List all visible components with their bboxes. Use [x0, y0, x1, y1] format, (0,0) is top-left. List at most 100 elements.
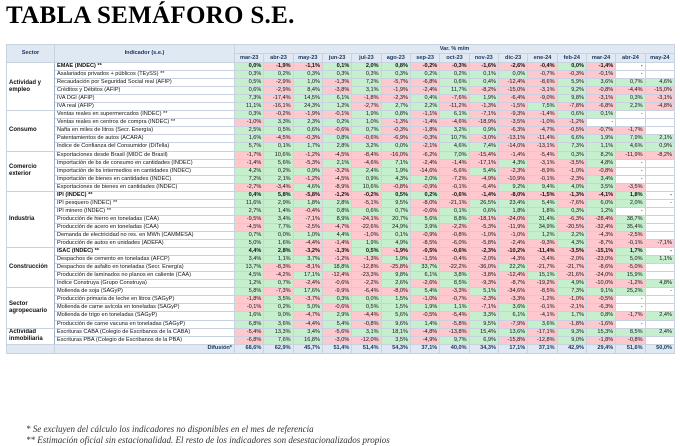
value-cell: 16,8% — [292, 335, 323, 345]
value-cell: -18,1% — [468, 214, 499, 224]
value-cell: 17,1% — [292, 271, 323, 281]
value-cell: - — [615, 158, 646, 168]
value-cell: -5,6% — [439, 166, 470, 176]
indicator-name: Exportaciones desde Brasil (MIDC de Bras… — [54, 150, 235, 160]
value-cell: -10,2% — [497, 247, 529, 257]
value-cell: 7,3% — [556, 287, 587, 297]
value-cell: -5,8% — [439, 319, 470, 329]
value-cell: 4,9% — [380, 239, 411, 249]
indicator-name: Índice Construya (Grupo Construya) — [54, 279, 235, 289]
value-cell: 26,5% — [468, 198, 499, 208]
value-cell: 3,6% — [527, 319, 558, 329]
value-cell: -8,7% — [497, 279, 529, 289]
value-cell: -2,2% — [439, 222, 470, 232]
table-row: Actividad inmobiliaria Escrituras CABA (C… — [6, 327, 676, 345]
value-cell: 10,7% — [439, 134, 470, 144]
value-cell: 1,7% — [292, 142, 323, 152]
value-cell: -8,0% — [497, 190, 529, 200]
value-cell: 25,2% — [615, 287, 646, 297]
difusion-value: 17,1% — [497, 343, 529, 354]
value-cell: -7,1% — [468, 303, 499, 313]
month-header: jul-23 — [351, 53, 382, 63]
value-cell: -4,3% — [585, 230, 617, 241]
difusion-value: 51,4% — [321, 343, 353, 354]
value-cell: 7,7% — [263, 222, 294, 232]
value-cell: 1,9% — [351, 110, 382, 120]
value-cell: 7,1% — [380, 158, 411, 168]
value-cell: -0,7% — [527, 70, 558, 80]
value-cell: -8,5% — [527, 287, 558, 297]
value-cell: -0,3% — [556, 70, 587, 80]
value-cell: -8,9% — [321, 182, 353, 192]
value-cell: -8,0% — [380, 287, 411, 297]
value-cell: 0,1% — [263, 142, 294, 152]
value-cell: 4,6% — [439, 142, 470, 152]
value-cell: 0,5% — [351, 247, 382, 257]
value-cell: -1,6% — [468, 61, 499, 72]
month-header: mar-23 — [233, 53, 265, 63]
value-cell: 9,0% — [556, 335, 587, 345]
value-cell: 5,0% — [292, 303, 323, 313]
value-cell: 0,3% — [292, 70, 323, 80]
value-cell: 5,8% — [263, 190, 294, 200]
value-cell: 2,4% — [644, 327, 676, 337]
value-cell: -0,7% — [585, 126, 617, 136]
value-cell: 0,2% — [321, 118, 353, 128]
value-cell: 5,9% — [556, 78, 587, 88]
value-cell — [644, 222, 676, 232]
value-cell: 7,0% — [439, 150, 470, 160]
sector-label: Actividad inmobiliaria — [6, 327, 55, 345]
value-cell: -5,4% — [233, 327, 265, 337]
value-cell: -1,4% — [409, 118, 441, 128]
value-cell: -1,7% — [615, 311, 646, 321]
value-cell: 24,3% — [292, 102, 323, 112]
table-row: Molienda de carne avícola en toneladas (… — [7, 303, 676, 313]
value-cell: - — [615, 303, 646, 313]
value-cell — [644, 110, 676, 120]
value-cell: -1,8% — [351, 94, 382, 104]
value-cell: -6,8% — [585, 102, 617, 112]
value-cell: 1,1% — [644, 255, 676, 265]
value-cell: 1,9% — [409, 303, 441, 313]
month-header: abr-23 — [263, 53, 294, 63]
value-cell: 4,4% — [233, 247, 265, 257]
value-cell: 5,6% — [263, 158, 294, 168]
difusion-value: 54,3% — [380, 343, 411, 354]
value-cell: -17,1% — [527, 327, 558, 337]
value-cell: -0,1% — [585, 70, 617, 80]
table-body: Actividad y empleo EMAE (INDEC) ** 0,0% -1,… — [6, 61, 676, 354]
value-cell: -0,4% — [292, 206, 323, 216]
footnote-1: * Se excluyen del cálculo los indicadore… — [26, 424, 314, 434]
value-cell: -12,8% — [351, 263, 382, 273]
value-cell: 24,9% — [380, 222, 411, 232]
value-cell: 1,9% — [380, 255, 411, 265]
value-cell: -6,3% — [585, 303, 617, 313]
value-cell: 0,9% — [468, 126, 499, 136]
table-row: Producción primaria de leche en litros (… — [7, 295, 676, 305]
value-cell: -4,4% — [292, 239, 323, 249]
value-cell: 0,0% — [263, 230, 294, 241]
indicator-name: Escrituras CABA (Colegio de Escribanos d… — [54, 327, 235, 337]
value-cell: 2,9% — [321, 311, 353, 321]
indicator-name: Créditos y Débitos (AFIP) — [54, 86, 235, 96]
value-cell: 3,1% — [351, 86, 382, 96]
table-row: Ventas reales en centros de compra (INDE… — [7, 118, 676, 128]
value-cell: 6,1% — [321, 94, 353, 104]
difusion-value: 62,9% — [263, 343, 294, 354]
value-cell: 11,6% — [233, 198, 265, 208]
value-cell: 6,6% — [556, 134, 587, 144]
value-cell: -0,6% — [321, 126, 353, 136]
value-cell: 4,5% — [233, 271, 265, 281]
value-cell: 8,5% — [615, 327, 646, 337]
value-cell: -1,0% — [556, 166, 587, 176]
value-cell: -6,4% — [497, 94, 529, 104]
value-cell: 1,8% — [497, 206, 529, 216]
value-cell: 9,7% — [439, 335, 470, 345]
value-cell: -0,9% — [409, 182, 441, 192]
value-cell: 9,4% — [527, 182, 558, 192]
value-cell: -4,8% — [409, 327, 441, 337]
value-cell: -15,0% — [497, 86, 529, 96]
indicator-name: Molienda de soja (SAGyP) — [54, 287, 235, 297]
value-cell: -13,1% — [527, 142, 558, 152]
value-cell: -8,7% — [585, 239, 617, 249]
